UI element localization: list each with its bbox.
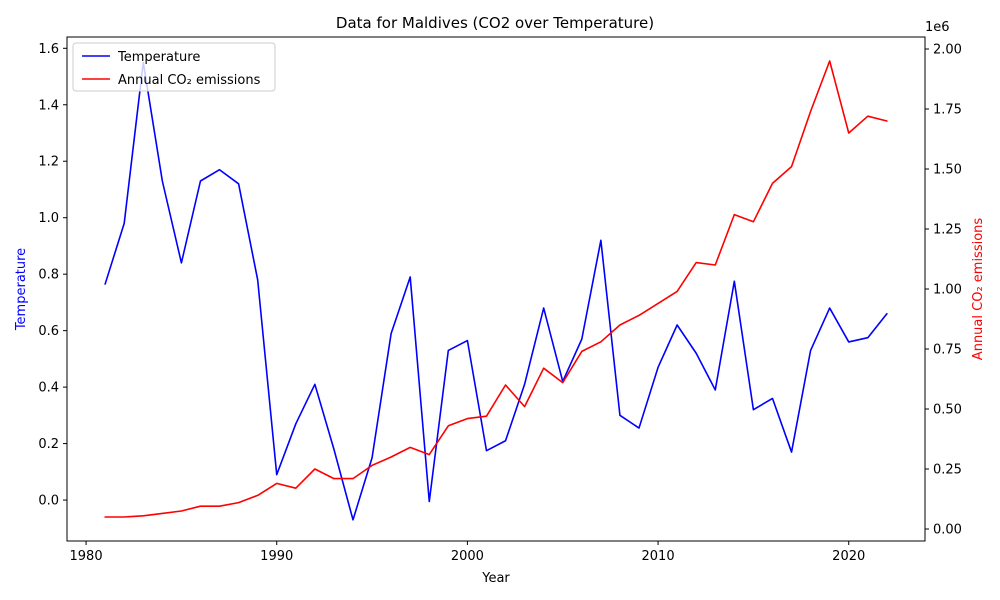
y-right-tick-label: 0.00: [933, 523, 962, 538]
right-axis-offset-text: 1e6: [925, 20, 950, 35]
y-left-tick-label: 0.4: [38, 381, 59, 396]
y-left-tick-label: 0.0: [38, 494, 59, 509]
y-axis-right-label: Annual CO₂ emissions: [971, 218, 986, 361]
y-right-tick-label: 1.00: [933, 283, 962, 298]
y-right-tick-label: 0.75: [933, 343, 962, 358]
y-right-tick-label: 1.25: [933, 223, 962, 238]
y-left-tick-label: 1.2: [38, 155, 59, 170]
x-tick-label: 2010: [642, 549, 675, 564]
legend-box: [72, 42, 276, 92]
legend-label-temperature: Temperature: [117, 50, 200, 65]
y-right-tick-label: 2.00: [933, 43, 962, 58]
x-tick-label: 2020: [832, 549, 865, 564]
plot-frame: [66, 36, 926, 542]
temperature-series-line: [104, 61, 888, 521]
x-axis-label: Year: [481, 571, 510, 586]
legend: Temperature Annual CO₂ emissions: [72, 42, 276, 92]
y-axis-left-label: Temperature: [14, 248, 29, 331]
y-right-tick-label: 0.50: [933, 403, 962, 418]
axes: 1980 1990 2000 2010 2020 0.0 0.2 0.4 0.6 0.8 1.0 1.…: [38, 42, 962, 564]
x-tick-label: 1990: [260, 549, 293, 564]
y-left-tick-label: 1.6: [38, 42, 59, 57]
x-tick-label: 1980: [70, 549, 103, 564]
y-right-tick-label: 1.50: [933, 163, 962, 178]
y-left-tick-label: 0.6: [38, 324, 59, 339]
y-left-tick-label: 1.4: [38, 98, 59, 113]
y-left-tick-label: 1.0: [38, 211, 59, 226]
y-left-tick-label: 0.8: [38, 268, 59, 283]
legend-label-co2: Annual CO₂ emissions: [118, 73, 261, 88]
y-left-tick-label: 0.2: [38, 437, 59, 452]
x-tick-label: 2000: [451, 549, 484, 564]
plot-lines: [104, 60, 888, 521]
y-right-tick-label: 0.25: [933, 463, 962, 478]
co2-series-line: [104, 60, 888, 518]
y-right-tick-label: 1.75: [933, 103, 962, 118]
chart-title: Data for Maldives (CO2 over Temperature): [336, 14, 654, 32]
